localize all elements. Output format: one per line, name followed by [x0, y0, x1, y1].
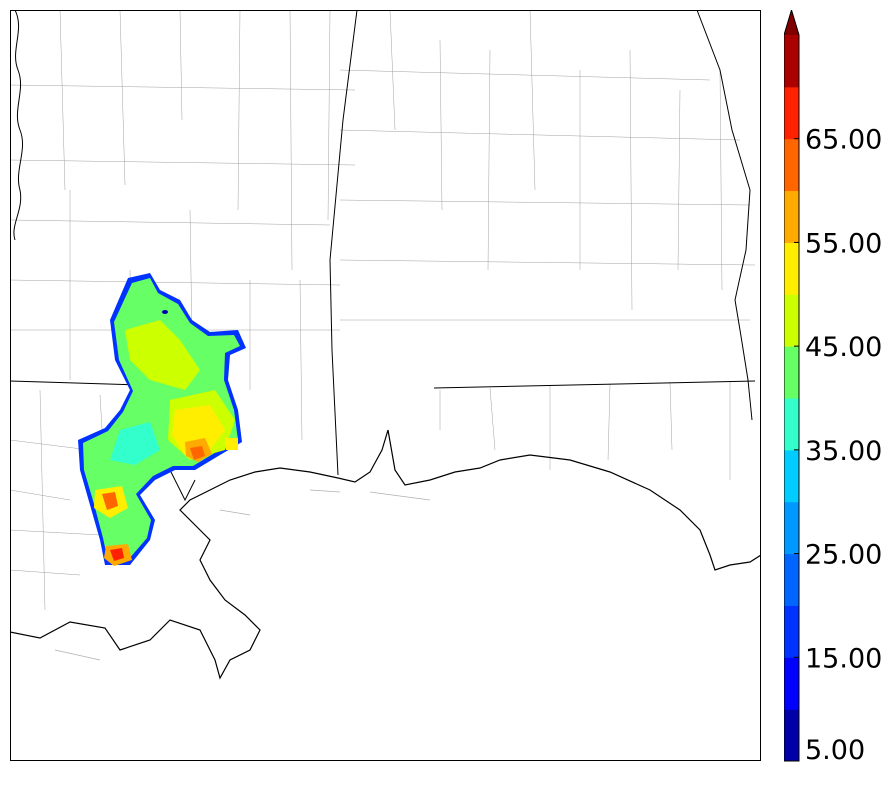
colorbar-swatch: [784, 501, 799, 555]
barrier-islands: [54, 489, 431, 661]
colorbar-swatch: [784, 657, 799, 710]
map-border: [10, 10, 761, 761]
colorbar-swatch: [784, 190, 799, 243]
colorbar-swatch: [784, 605, 799, 658]
river-line: [13, 10, 24, 241]
colorbar-tick-label: 25.00: [805, 540, 882, 571]
colorbar-swatch: [784, 35, 799, 88]
colorbar-tick-label: 15.00: [805, 643, 882, 674]
colorbar-swatches: [784, 10, 800, 762]
colorbar-swatch: [784, 449, 799, 503]
colorbar-swatch: [784, 553, 799, 606]
colorbar-swatch: [784, 346, 799, 399]
coastline: [10, 429, 761, 680]
colorbar-swatch: [784, 398, 799, 451]
colorbar-swatch: [784, 86, 799, 140]
colorbar: 5.00 15.00 25.00 35.00 45.00 55.00 65.00: [784, 10, 882, 762]
colorbar-extend-arrow: [784, 10, 799, 35]
colorbar-ticks: 5.00 15.00 25.00 35.00 45.00 55.00 65.00: [794, 125, 882, 762]
colorbar-tick-label: 65.00: [805, 125, 882, 156]
colorbar-swatch: [784, 138, 799, 192]
colorbar-tick-label: 45.00: [805, 332, 882, 363]
colorbar-swatch: [784, 709, 799, 762]
reflectivity-field: [78, 273, 246, 566]
colorbar-tick-label: 55.00: [805, 228, 882, 259]
colorbar-swatch: [784, 294, 799, 347]
colorbar-tick-label: 5.00: [805, 735, 865, 762]
colorbar-swatch: [784, 242, 799, 295]
colorbar-tick-label: 35.00: [805, 436, 882, 467]
map-panel: [10, 10, 761, 761]
